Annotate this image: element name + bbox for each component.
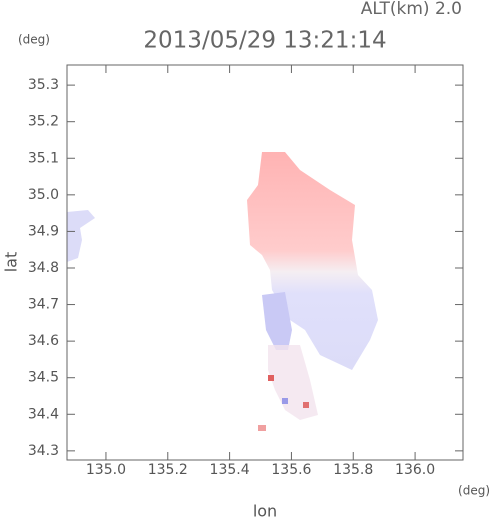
x-tick-label: 135.6 — [271, 462, 311, 478]
y-tick-label: 34.8 — [28, 260, 59, 276]
y-tick-label: 35.0 — [28, 187, 59, 203]
y-tick-label: 34.6 — [28, 333, 59, 349]
plot-frame — [66, 64, 464, 461]
y-tick-label: 34.4 — [28, 406, 59, 422]
y-unit: (deg) — [18, 33, 50, 47]
y-tick-label: 35.1 — [28, 150, 59, 166]
x-tick-label: 135.2 — [148, 462, 188, 478]
x-tick-label: 135.0 — [86, 462, 126, 478]
y-label: lat — [2, 252, 21, 273]
y-tick-label: 34.9 — [28, 223, 59, 239]
y-tick-label: 34.7 — [28, 297, 59, 313]
altitude: ALT(km) 2.0 — [361, 0, 462, 19]
y-tick-label: 34.5 — [28, 370, 59, 386]
y-tick-label: 34.3 — [28, 443, 59, 459]
y-tick-label: 35.2 — [28, 114, 59, 130]
velocity-field — [67, 152, 378, 431]
x-tick-label: 136.0 — [395, 462, 435, 478]
y-tick-label: 35.3 — [28, 77, 59, 93]
chart-title: 2013/05/29 13:21:14 — [143, 28, 386, 54]
x-tick-label: 135.8 — [333, 462, 373, 478]
x-label: lon — [253, 502, 277, 521]
x-unit: (deg) — [458, 484, 490, 498]
x-tick-label: 135.4 — [210, 462, 250, 478]
